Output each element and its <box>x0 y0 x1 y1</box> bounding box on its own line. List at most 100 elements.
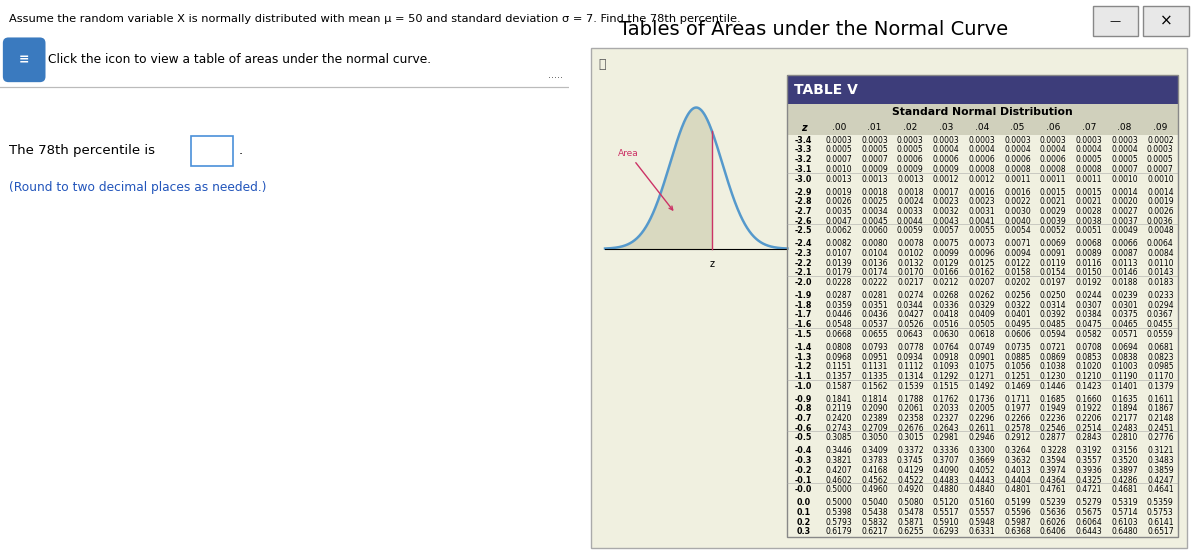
Text: 0.2005: 0.2005 <box>968 404 995 413</box>
Text: 0.0582: 0.0582 <box>1075 330 1102 339</box>
Text: 0.1056: 0.1056 <box>1004 362 1031 371</box>
Text: 0.2266: 0.2266 <box>1004 414 1031 423</box>
Bar <box>590 48 1187 548</box>
Text: 0.3085: 0.3085 <box>826 433 852 443</box>
Text: 0.0694: 0.0694 <box>1111 343 1138 352</box>
Text: 0.0212: 0.0212 <box>932 278 959 287</box>
Text: 0.0102: 0.0102 <box>898 249 924 258</box>
Text: 0.5910: 0.5910 <box>932 518 959 527</box>
Text: 0.0197: 0.0197 <box>1040 278 1067 287</box>
Text: 0.5753: 0.5753 <box>1147 508 1174 517</box>
Text: 0.1038: 0.1038 <box>1040 362 1067 371</box>
Text: 0.0301: 0.0301 <box>1111 301 1138 310</box>
Text: 0.0853: 0.0853 <box>1075 353 1103 362</box>
Text: 0.4681: 0.4681 <box>1111 485 1138 494</box>
Bar <box>1144 6 1189 36</box>
Text: 0.1788: 0.1788 <box>898 395 924 404</box>
Text: 0.6293: 0.6293 <box>932 527 959 536</box>
Text: 0.3300: 0.3300 <box>968 447 995 456</box>
Text: 0.4880: 0.4880 <box>932 485 959 494</box>
Text: 0.3050: 0.3050 <box>862 433 888 443</box>
Text: 0.5199: 0.5199 <box>1004 498 1031 507</box>
Text: 0.0024: 0.0024 <box>898 197 924 206</box>
Text: 0.0239: 0.0239 <box>1111 291 1138 300</box>
Text: 0.6179: 0.6179 <box>826 527 852 536</box>
Text: 0.0016: 0.0016 <box>1004 187 1031 197</box>
Text: 0.0005: 0.0005 <box>826 145 852 154</box>
Text: 0.0188: 0.0188 <box>1111 278 1138 287</box>
Text: 0.6443: 0.6443 <box>1075 527 1103 536</box>
Text: 0.0003: 0.0003 <box>1111 136 1138 145</box>
Text: 0.4247: 0.4247 <box>1147 476 1174 485</box>
Text: 0.0179: 0.0179 <box>826 268 852 277</box>
Text: 0.0034: 0.0034 <box>862 207 888 216</box>
Text: 0.0643: 0.0643 <box>896 330 924 339</box>
Text: 0.0233: 0.0233 <box>1147 291 1174 300</box>
Text: 0.1539: 0.1539 <box>898 382 924 391</box>
Text: 0.0012: 0.0012 <box>932 174 959 183</box>
Text: 0.3669: 0.3669 <box>968 456 995 465</box>
Text: 0.3632: 0.3632 <box>1004 456 1031 465</box>
Text: 0.0069: 0.0069 <box>1040 239 1067 248</box>
Text: 0.0869: 0.0869 <box>1040 353 1067 362</box>
Text: -2.7: -2.7 <box>796 207 812 216</box>
Text: 0.2946: 0.2946 <box>968 433 995 443</box>
Text: .01: .01 <box>868 123 882 132</box>
Text: 0.2420: 0.2420 <box>826 414 852 423</box>
Text: -0.7: -0.7 <box>796 414 812 423</box>
Text: 0.2148: 0.2148 <box>1147 414 1174 423</box>
Text: 0.0968: 0.0968 <box>826 353 852 362</box>
Text: 0.1210: 0.1210 <box>1075 372 1102 381</box>
Text: -0.5: -0.5 <box>796 433 812 443</box>
Text: 0.0003: 0.0003 <box>1040 136 1067 145</box>
Text: -2.5: -2.5 <box>796 226 812 235</box>
Text: 0.5793: 0.5793 <box>826 518 852 527</box>
Text: 0.0066: 0.0066 <box>1111 239 1138 248</box>
Text: 0.0384: 0.0384 <box>1075 310 1103 320</box>
Text: 0.0548: 0.0548 <box>826 320 852 329</box>
Text: 0.0015: 0.0015 <box>1075 187 1103 197</box>
Text: 0.1335: 0.1335 <box>862 372 888 381</box>
Text: 0.0708: 0.0708 <box>1075 343 1103 352</box>
Text: 0.0418: 0.0418 <box>932 310 959 320</box>
Text: 0.0571: 0.0571 <box>1111 330 1138 339</box>
Text: 0.5239: 0.5239 <box>1040 498 1067 507</box>
Text: 0.1949: 0.1949 <box>1040 404 1067 413</box>
Text: 0.5478: 0.5478 <box>898 508 924 517</box>
Text: 0.4641: 0.4641 <box>1147 485 1174 494</box>
Text: 0.0009: 0.0009 <box>932 165 960 174</box>
Text: -3.3: -3.3 <box>796 145 812 154</box>
Text: 0.3228: 0.3228 <box>1040 447 1067 456</box>
Text: 0.0139: 0.0139 <box>826 259 852 268</box>
Text: -1.1: -1.1 <box>796 372 812 381</box>
Text: 0.2327: 0.2327 <box>932 414 959 423</box>
Text: 0.0006: 0.0006 <box>896 155 924 164</box>
Text: 0.2743: 0.2743 <box>826 424 852 433</box>
Text: 0.0004: 0.0004 <box>1004 145 1031 154</box>
Text: -1.7: -1.7 <box>796 310 812 320</box>
Text: 0.0005: 0.0005 <box>1075 155 1103 164</box>
Text: 0.1762: 0.1762 <box>932 395 959 404</box>
Text: 0.5000: 0.5000 <box>826 498 852 507</box>
Text: 0.0668: 0.0668 <box>826 330 852 339</box>
Text: .07: .07 <box>1081 123 1096 132</box>
Text: 0.3594: 0.3594 <box>1040 456 1067 465</box>
Text: 0.0485: 0.0485 <box>1040 320 1067 329</box>
Text: 0.0192: 0.0192 <box>1075 278 1102 287</box>
Text: 0.0031: 0.0031 <box>968 207 995 216</box>
Text: 0.4761: 0.4761 <box>1040 485 1067 494</box>
Text: 0.0099: 0.0099 <box>932 249 960 258</box>
Text: 0.0918: 0.0918 <box>932 353 959 362</box>
Text: 0.2177: 0.2177 <box>1111 414 1138 423</box>
Text: 0.5948: 0.5948 <box>968 518 995 527</box>
Text: 0.0104: 0.0104 <box>862 249 888 258</box>
Text: 0.0052: 0.0052 <box>1040 226 1067 235</box>
Text: 0.0094: 0.0094 <box>1004 249 1031 258</box>
Text: 0.5636: 0.5636 <box>1040 508 1067 517</box>
Text: 0.0003: 0.0003 <box>862 136 888 145</box>
Text: 0.0033: 0.0033 <box>896 207 924 216</box>
Text: .05: .05 <box>1010 123 1025 132</box>
Text: .09: .09 <box>1153 123 1168 132</box>
Text: 0.1711: 0.1711 <box>1004 395 1031 404</box>
Text: Click the icon to view a table of areas under the normal curve.: Click the icon to view a table of areas … <box>48 53 432 67</box>
